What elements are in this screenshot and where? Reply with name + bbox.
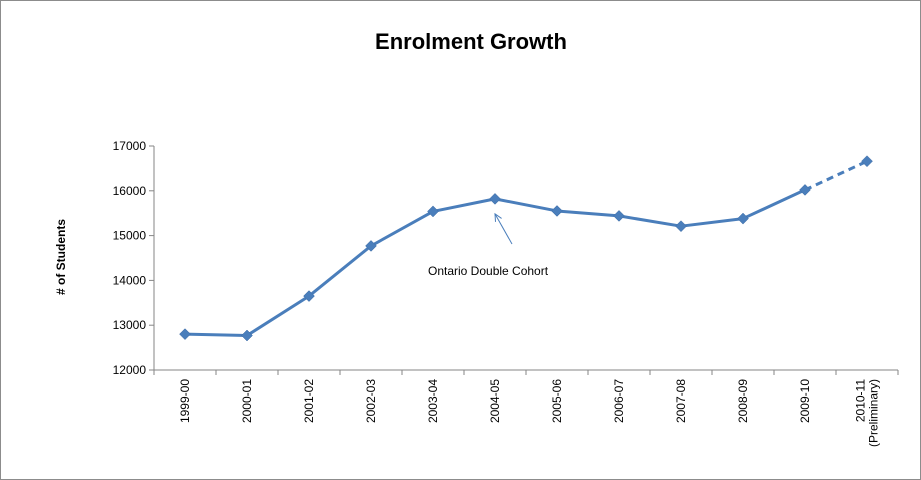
x-tick-label: 2008-09 <box>736 379 750 423</box>
data-point <box>861 155 873 168</box>
x-tick-label: 2010-11 <box>854 379 868 422</box>
x-tick-label: 1999-00 <box>178 379 192 423</box>
annotation-arrow <box>494 213 513 245</box>
data-point <box>613 210 625 222</box>
data-point <box>241 329 253 342</box>
data-point <box>675 220 687 233</box>
series-line <box>184 188 806 338</box>
annotation: Ontario Double Cohort <box>428 212 549 278</box>
annotation-text: Ontario Double Cohort <box>428 264 549 278</box>
data-point <box>551 205 563 217</box>
x-tick-label: 2006-07 <box>612 379 626 423</box>
x-tick-label: 2000-01 <box>240 379 254 423</box>
x-ticks: 1999-00 2000-01 2001-02 2002-03 2003-04 2004-… <box>153 370 899 447</box>
y-tick-label: 13000 <box>113 318 147 332</box>
data-point <box>179 328 191 341</box>
data-point <box>427 205 439 218</box>
x-tick-label: 2003-04 <box>426 379 440 423</box>
data-point <box>365 240 377 252</box>
x-tick-label: 2004-05 <box>488 379 502 423</box>
y-ticks: 12000 13000 14000 15000 16000 17000 <box>113 139 154 377</box>
y-tick-label: 12000 <box>113 363 147 377</box>
x-tick-label: 2001-02 <box>302 379 316 423</box>
chart-title: Enrolment Growth <box>375 29 567 54</box>
annotation-arrowhead <box>494 212 502 222</box>
y-tick-label: 14000 <box>113 273 147 287</box>
x-tick-label: 2005-06 <box>550 379 564 423</box>
series <box>179 155 873 342</box>
data-point <box>303 290 315 302</box>
y-tick-label: 16000 <box>113 184 147 198</box>
data-point <box>737 212 749 225</box>
series-line-projected <box>804 159 868 192</box>
x-tick-label: 2007-08 <box>674 379 688 423</box>
data-point <box>799 184 811 196</box>
x-tick-label: 2009-10 <box>798 379 812 423</box>
y-tick-label: 17000 <box>113 139 147 153</box>
data-point <box>489 193 501 205</box>
x-tick-label: 2002-03 <box>364 379 378 423</box>
x-tick-label: (Preliminary) <box>867 379 881 447</box>
y-tick-label: 15000 <box>113 229 147 243</box>
axes <box>153 146 898 371</box>
y-axis-label: # of Students <box>54 219 68 295</box>
